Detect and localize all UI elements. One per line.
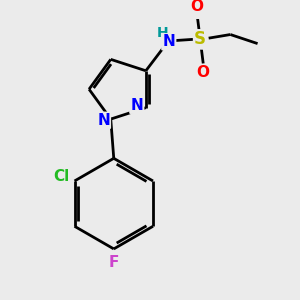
Text: H: H (157, 26, 169, 40)
Text: N: N (130, 98, 143, 113)
Text: S: S (194, 30, 206, 48)
Text: N: N (162, 34, 175, 49)
Text: F: F (109, 255, 119, 270)
Text: N: N (97, 113, 110, 128)
Text: O: O (191, 0, 204, 14)
Text: Cl: Cl (53, 169, 69, 184)
Text: O: O (197, 65, 210, 80)
